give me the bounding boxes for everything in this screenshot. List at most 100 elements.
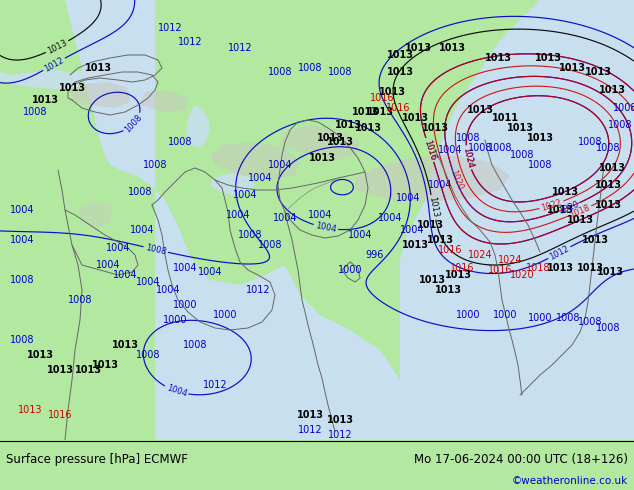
Text: 1008: 1008 bbox=[23, 107, 48, 117]
Text: 1008: 1008 bbox=[68, 295, 93, 305]
Polygon shape bbox=[78, 200, 112, 230]
Text: 1004: 1004 bbox=[273, 213, 297, 223]
Text: 1013: 1013 bbox=[581, 235, 609, 245]
Text: 1018: 1018 bbox=[526, 263, 550, 273]
Text: 1008: 1008 bbox=[145, 243, 167, 256]
Text: 1013: 1013 bbox=[58, 83, 86, 93]
Text: 1012: 1012 bbox=[298, 425, 322, 435]
Text: 1013: 1013 bbox=[467, 105, 493, 115]
Text: Surface pressure [hPa] ECMWF: Surface pressure [hPa] ECMWF bbox=[6, 452, 188, 466]
Text: 1008: 1008 bbox=[456, 133, 480, 143]
Text: 1013: 1013 bbox=[401, 113, 429, 123]
Text: 1013: 1013 bbox=[46, 365, 74, 375]
Text: 1004: 1004 bbox=[400, 225, 424, 235]
Text: 1012: 1012 bbox=[328, 430, 353, 440]
Text: 1018: 1018 bbox=[569, 203, 592, 220]
Polygon shape bbox=[0, 70, 80, 90]
Text: 1011: 1011 bbox=[491, 113, 519, 123]
Text: 1013: 1013 bbox=[595, 180, 621, 190]
Text: 1013: 1013 bbox=[27, 350, 53, 360]
Text: 1000: 1000 bbox=[527, 313, 552, 323]
Text: 1004: 1004 bbox=[130, 225, 154, 235]
Polygon shape bbox=[65, 0, 400, 440]
Polygon shape bbox=[400, 0, 634, 440]
Text: 1013: 1013 bbox=[422, 123, 448, 133]
Text: 1013: 1013 bbox=[439, 43, 465, 53]
Text: 1004: 1004 bbox=[307, 210, 332, 220]
Text: 1016: 1016 bbox=[437, 245, 462, 255]
Text: 1004: 1004 bbox=[396, 193, 420, 203]
Text: 1013: 1013 bbox=[327, 415, 354, 425]
Text: 1004: 1004 bbox=[314, 221, 337, 234]
Text: 1012: 1012 bbox=[178, 37, 202, 47]
Text: 1013: 1013 bbox=[526, 133, 553, 143]
Text: 1008: 1008 bbox=[268, 67, 292, 77]
Text: 1013: 1013 bbox=[598, 163, 626, 173]
Text: 1012: 1012 bbox=[158, 23, 183, 33]
Polygon shape bbox=[186, 105, 210, 148]
Text: 1013: 1013 bbox=[598, 85, 626, 95]
Polygon shape bbox=[280, 125, 360, 160]
Text: 1012: 1012 bbox=[42, 55, 65, 74]
Text: 1013: 1013 bbox=[597, 267, 623, 277]
Text: 1012: 1012 bbox=[203, 380, 228, 390]
Text: 1004: 1004 bbox=[106, 243, 130, 253]
Text: 1013: 1013 bbox=[335, 120, 361, 130]
Text: 1020: 1020 bbox=[448, 169, 464, 192]
Text: 1008: 1008 bbox=[10, 275, 34, 285]
Text: 1008: 1008 bbox=[143, 160, 167, 170]
Text: 1013: 1013 bbox=[366, 107, 394, 117]
Text: 1000: 1000 bbox=[493, 310, 517, 320]
Text: 1012: 1012 bbox=[228, 43, 252, 53]
Text: 1008: 1008 bbox=[258, 240, 282, 250]
Text: 1008: 1008 bbox=[468, 143, 492, 153]
Text: 1013: 1013 bbox=[327, 137, 354, 147]
Text: 1013: 1013 bbox=[427, 235, 453, 245]
Text: 1000: 1000 bbox=[456, 310, 480, 320]
Text: 1016: 1016 bbox=[422, 139, 437, 161]
Text: 1008: 1008 bbox=[168, 137, 192, 147]
Text: 1008: 1008 bbox=[238, 230, 262, 240]
Text: 1016: 1016 bbox=[385, 103, 410, 113]
Text: 1004: 1004 bbox=[10, 235, 34, 245]
Text: 1004: 1004 bbox=[156, 285, 180, 295]
Text: 1013: 1013 bbox=[316, 133, 344, 143]
Text: 1013: 1013 bbox=[417, 220, 444, 230]
Text: 1013: 1013 bbox=[75, 365, 101, 375]
Text: 1008: 1008 bbox=[510, 150, 534, 160]
Polygon shape bbox=[210, 142, 300, 180]
Polygon shape bbox=[355, 155, 510, 202]
Text: 1004: 1004 bbox=[172, 263, 197, 273]
Text: 1008: 1008 bbox=[10, 335, 34, 345]
Text: 1008: 1008 bbox=[328, 67, 353, 77]
Text: 1013: 1013 bbox=[547, 263, 574, 273]
Text: 1008: 1008 bbox=[596, 143, 620, 153]
Text: 1013: 1013 bbox=[434, 285, 462, 295]
Text: 1013: 1013 bbox=[585, 67, 612, 77]
Polygon shape bbox=[70, 82, 130, 108]
Text: 1016: 1016 bbox=[370, 93, 394, 103]
Text: 1000: 1000 bbox=[163, 315, 187, 325]
Text: 1008: 1008 bbox=[298, 63, 322, 73]
Text: 1004: 1004 bbox=[226, 210, 250, 220]
Text: 1022: 1022 bbox=[540, 197, 563, 213]
Text: 1013: 1013 bbox=[404, 43, 432, 53]
Text: 1004: 1004 bbox=[165, 384, 188, 399]
Text: 1024: 1024 bbox=[461, 147, 474, 169]
Text: 1013: 1013 bbox=[387, 50, 413, 60]
Text: 1013: 1013 bbox=[595, 200, 621, 210]
Text: 1004: 1004 bbox=[96, 260, 120, 270]
Text: 1004: 1004 bbox=[428, 180, 452, 190]
Text: 1013: 1013 bbox=[387, 67, 413, 77]
Text: 1013: 1013 bbox=[32, 95, 58, 105]
Text: 1004: 1004 bbox=[136, 277, 160, 287]
Text: Mo 17-06-2024 00:00 UTC (18+126): Mo 17-06-2024 00:00 UTC (18+126) bbox=[413, 452, 628, 466]
Text: 1008: 1008 bbox=[578, 317, 602, 327]
Text: 1008: 1008 bbox=[596, 323, 620, 333]
Text: 1013: 1013 bbox=[552, 187, 578, 197]
Text: 1008: 1008 bbox=[136, 350, 160, 360]
Text: 1016: 1016 bbox=[450, 263, 474, 273]
Text: 1012: 1012 bbox=[548, 244, 571, 262]
Text: 1016: 1016 bbox=[488, 265, 512, 275]
Text: 1013: 1013 bbox=[534, 53, 562, 63]
